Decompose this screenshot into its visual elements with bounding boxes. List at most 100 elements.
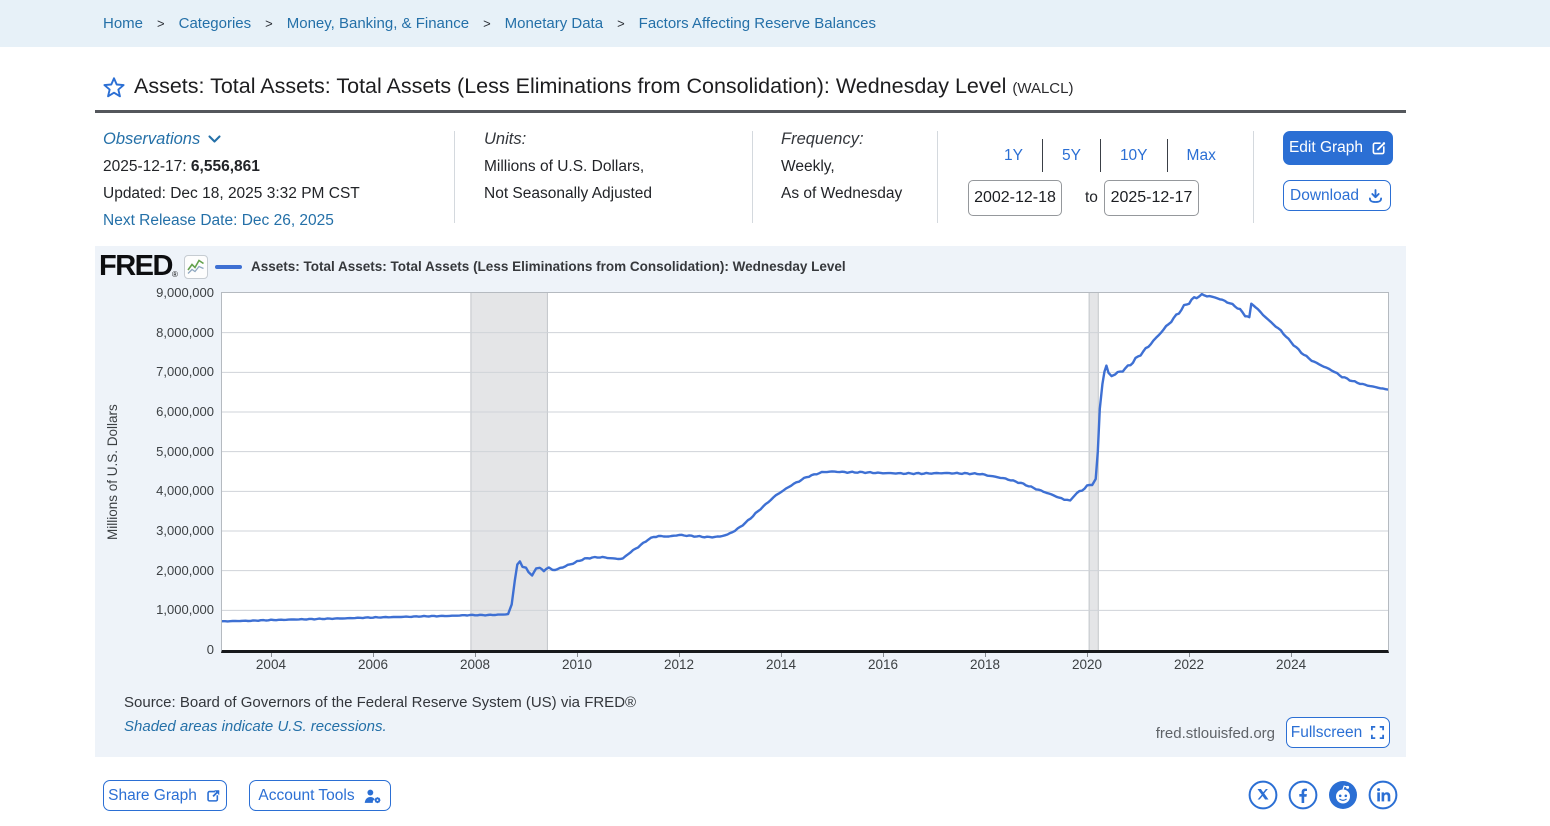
- x-axis-tickmark: [1087, 653, 1089, 657]
- fred-watermark: fred.stlouisfed.org: [1155, 725, 1275, 742]
- start-date-input[interactable]: [968, 180, 1062, 216]
- frequency-label: Frequency:: [781, 130, 864, 148]
- latest-observation-value: 6,556,861: [190, 158, 260, 175]
- x-axis-label: 2020: [1072, 657, 1103, 672]
- facebook-share-button[interactable]: [1288, 780, 1318, 810]
- date-range-to-label: to: [1085, 189, 1098, 206]
- range-1y[interactable]: 1Y: [1004, 146, 1023, 164]
- breadcrumb-link-money-banking-finance[interactable]: Money, Banking, & Finance: [286, 15, 470, 32]
- fred-logo-text: FRED: [99, 250, 173, 282]
- x-axis-label: 2008: [459, 657, 490, 672]
- fred-chart-icon: [183, 255, 208, 279]
- x-axis-tickmark: [577, 653, 578, 657]
- recession-note-link[interactable]: Shaded areas indicate U.S. recessions.: [124, 718, 387, 735]
- y-axis-label: 6,000,000: [156, 404, 214, 419]
- y-axis-label: 2,000,000: [156, 562, 214, 578]
- edit-graph-icon: [1372, 142, 1386, 155]
- y-axis-label: 5,000,000: [156, 443, 214, 459]
- x-axis-tickmark: [474, 653, 476, 657]
- x-axis-tickmark: [372, 653, 374, 657]
- legend-series-label: Assets: Total Assets: Total Assets (Less…: [251, 259, 846, 274]
- x-axis-tickmark: [781, 653, 783, 657]
- edit-graph-button[interactable]: Edit Graph: [1283, 131, 1393, 165]
- y-axis-label: 8,000,000: [156, 324, 214, 340]
- units-line1: Millions of U.S. Dollars,: [484, 158, 645, 175]
- download-icon: [1368, 188, 1382, 203]
- x-axis-label: 2014: [765, 657, 797, 672]
- breadcrumb-separator: >: [265, 16, 273, 31]
- breadcrumb-link-factors-affecting-reserve-balances[interactable]: Factors Affecting Reserve Balances: [638, 15, 876, 32]
- range-separator: [1099, 139, 1101, 172]
- range-5y[interactable]: 5Y: [1061, 146, 1081, 164]
- range-max[interactable]: Max: [1186, 146, 1216, 164]
- meta-divider: [454, 131, 455, 223]
- breadcrumb-link-home[interactable]: Home: [103, 15, 144, 32]
- title-divider: [95, 110, 1406, 113]
- x-axis-label: 2024: [1276, 657, 1307, 672]
- x-axis-tickmark: [985, 653, 987, 657]
- fred-logo[interactable]: FRED ®: [99, 250, 208, 282]
- chart-panel: FRED ® Assets: Total Assets: Total Assets…: [95, 246, 1406, 757]
- breadcrumb-link-categories[interactable]: Categories: [178, 15, 252, 32]
- x-axis-label: 2018: [970, 657, 1001, 672]
- plot-area[interactable]: [219, 292, 1392, 653]
- x-axis-label: 2012: [663, 657, 695, 672]
- meta-divider: [937, 131, 938, 223]
- share-graph-button[interactable]: Share Graph: [103, 780, 227, 811]
- range-selector: 1Y 5Y 10Y Max: [985, 139, 1235, 172]
- units-line2: Not Seasonally Adjusted: [484, 185, 653, 202]
- x-axis-tickmark: [679, 653, 680, 657]
- account-tools-button[interactable]: Account Tools: [249, 780, 391, 811]
- updated-timestamp: Updated: Dec 18, 2025 3:32 PM CST: [103, 185, 360, 202]
- fullscreen-icon: [1371, 725, 1385, 740]
- source-text: Source: Board of Governors of the Federa…: [124, 694, 637, 711]
- share-icon: [207, 789, 220, 802]
- x-axis-tickmark: [883, 653, 885, 657]
- recession-band: [1089, 293, 1099, 650]
- x-axis-label: 2010: [561, 657, 593, 672]
- observations-section: Observations 2025-12-17: 6,556,861 Updat…: [103, 130, 360, 230]
- chevron-down-icon: [208, 135, 221, 143]
- x-axis-label: 2022: [1174, 657, 1205, 672]
- meta-divider: [1253, 131, 1254, 223]
- next-release-link[interactable]: Next Release Date: Dec 26, 2025: [103, 212, 334, 229]
- page-title: Assets: Total Assets: Total Assets (Less…: [134, 74, 1074, 98]
- end-date-input[interactable]: [1104, 180, 1199, 216]
- frequency-line1: Weekly,: [781, 158, 835, 175]
- breadcrumb-separator: >: [617, 16, 625, 31]
- observations-dropdown[interactable]: Observations: [103, 130, 360, 149]
- frequency-line2: As of Wednesday: [781, 185, 903, 202]
- reddit-share-button[interactable]: [1328, 780, 1358, 810]
- linkedin-share-button[interactable]: [1368, 780, 1398, 810]
- chart-legend: Assets: Total Assets: Total Assets (Less…: [215, 259, 846, 274]
- breadcrumb-separator: >: [483, 16, 491, 31]
- favorite-star-button[interactable]: [102, 76, 126, 100]
- social-share-row: [1248, 780, 1398, 810]
- range-separator: [1041, 139, 1043, 172]
- breadcrumb-separator: >: [157, 16, 165, 31]
- x-twitter-share-button[interactable]: [1248, 780, 1278, 810]
- download-button[interactable]: Download: [1283, 180, 1391, 211]
- frequency-section: Frequency: Weekly, As of Wednesday: [781, 130, 902, 203]
- recession-band: [470, 293, 548, 650]
- breadcrumb: Home > Categories > Money, Banking, & Fi…: [0, 0, 1550, 47]
- legend-line-swatch: [215, 264, 242, 269]
- meta-divider: [752, 131, 753, 223]
- registered-mark: ®: [171, 270, 178, 279]
- y-axis-label: 4,000,000: [156, 483, 214, 499]
- fullscreen-button[interactable]: Fullscreen: [1286, 717, 1390, 748]
- x-axis-label: 2004: [255, 657, 286, 672]
- series-ticker: (WALCL): [1012, 80, 1074, 97]
- series-line: [219, 292, 1392, 623]
- x-axis-label: 2006: [357, 657, 388, 672]
- y-axis-label: 9,000,000: [156, 285, 214, 300]
- y-axis-label: 1,000,000: [156, 602, 214, 618]
- x-axis-tickmark: [1189, 653, 1191, 657]
- x-axis-tickmark: [1291, 653, 1293, 657]
- y-axis-label: 3,000,000: [156, 523, 214, 538]
- breadcrumb-link-monetary-data[interactable]: Monetary Data: [504, 15, 604, 32]
- plot-background: [222, 293, 1388, 650]
- range-10y[interactable]: 10Y: [1119, 146, 1148, 164]
- y-axis-label: 7,000,000: [156, 364, 214, 380]
- user-gear-icon: [364, 789, 381, 803]
